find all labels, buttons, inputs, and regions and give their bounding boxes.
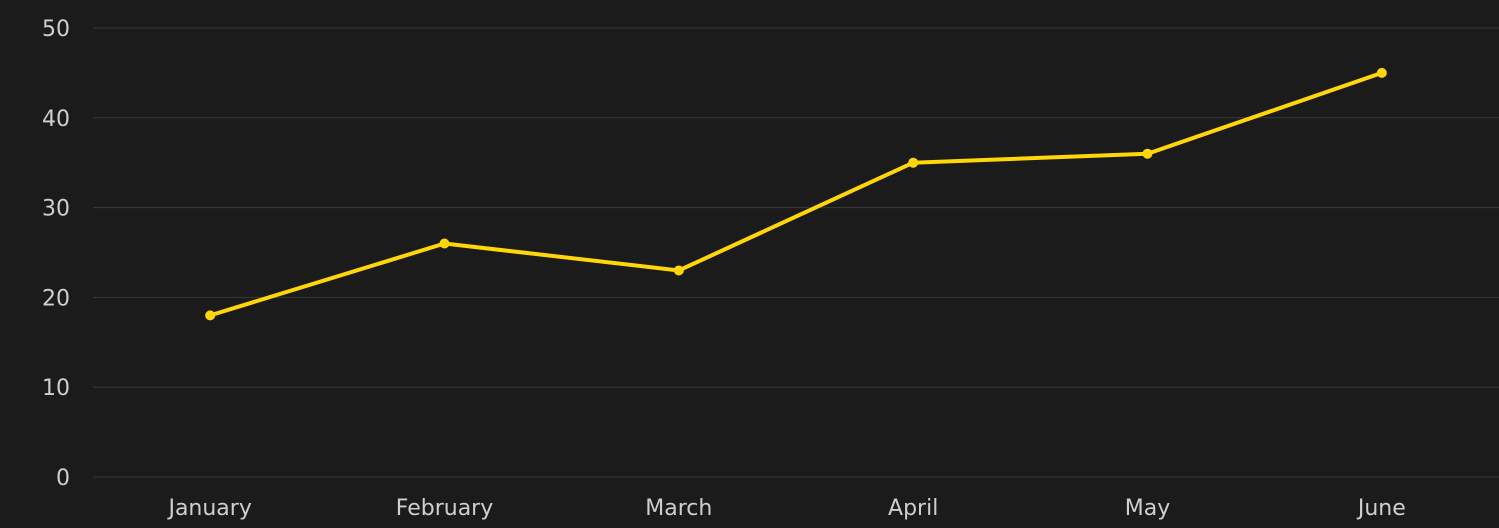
point (1142, 148, 1153, 159)
x-tick-label: March (645, 496, 712, 521)
y-tick-label: 30 (42, 197, 70, 222)
point (1376, 67, 1387, 78)
point (908, 157, 919, 168)
x-tick-label: April (888, 496, 938, 521)
y-tick-label: 10 (42, 376, 70, 401)
x-tick-label: May (1125, 496, 1170, 521)
point (205, 310, 216, 321)
point (673, 265, 684, 276)
x-tick-label: February (396, 496, 494, 521)
y-tick-label: 50 (42, 17, 70, 42)
y-tick-label: 20 (42, 286, 70, 311)
x-tick-label: January (166, 496, 251, 521)
y-tick-label: 40 (42, 107, 70, 132)
y-tick-label: 0 (56, 466, 70, 491)
line (209, 71, 1383, 318)
x-tick-label: June (1356, 496, 1406, 521)
point (439, 238, 450, 249)
